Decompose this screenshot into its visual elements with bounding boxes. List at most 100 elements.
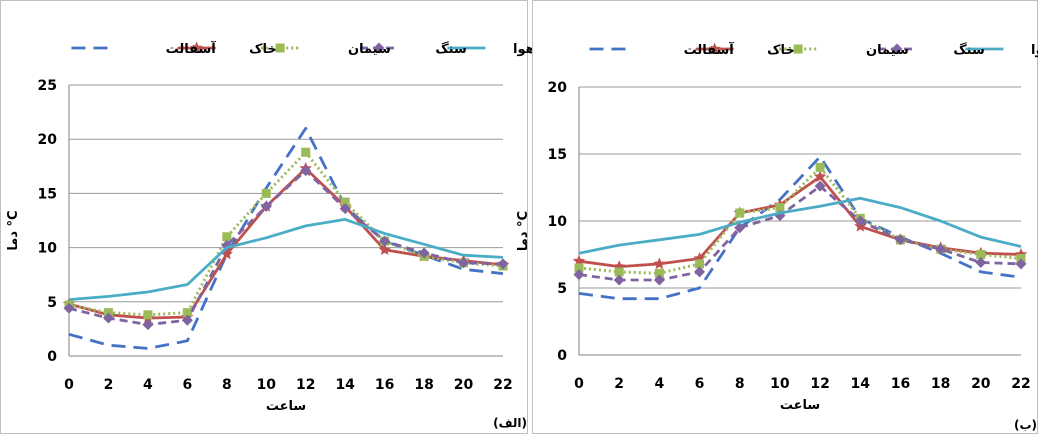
chart-b-legend-1-marker-0 — [708, 42, 721, 55]
chart-b-x-tick-label-11: 22 — [1011, 376, 1030, 392]
chart-a-legend-label-0: آسفالت — [166, 40, 217, 57]
chart-a-y-tick-label-5: 25 — [38, 78, 57, 94]
chart-b-series-3-marker-6 — [814, 180, 826, 192]
chart-a-x-tick-label-9: 18 — [414, 377, 433, 393]
chart-b-y-tick-label-3: 15 — [548, 147, 567, 163]
chart-a-series-3-marker-10 — [458, 257, 470, 269]
chart-a-series-4-group — [68, 217, 504, 301]
chart-a-series-3-marker-1 — [102, 312, 114, 324]
chart-b-series-2-marker-5 — [775, 203, 785, 213]
chart-b-series-3-marker-0 — [573, 269, 585, 281]
chart-b-series-2-marker-4 — [735, 208, 745, 218]
chart-b-x-tick-label-5: 10 — [770, 376, 790, 392]
chart-a-y-tick-label-1: 5 — [47, 295, 57, 311]
chart-a-series-3-marker-7 — [339, 203, 351, 215]
chart-a-x-tick-label-1: 2 — [104, 377, 114, 393]
chart-a-legend-label-2: سیمان — [348, 42, 391, 57]
chart-b-series-2-marker-3 — [695, 259, 705, 269]
chart-a-series-1-marker-8 — [378, 243, 391, 255]
chart-b-series-3-marker-9 — [935, 243, 947, 255]
chart-a-series-1-group — [62, 162, 510, 324]
chart-a-y-axis-title: دما °C — [6, 210, 21, 250]
chart-panel-b: 0 5 10 15 20 0 2 4 6 8 10 12 14 16 18 20 22 دما °C ساعت (ب)… — [516, 0, 1038, 434]
chart-b-series-4-line — [578, 196, 1022, 255]
chart-b-legend-2-marker-0 — [793, 44, 803, 54]
chart-b-legend-3-marker-0 — [891, 43, 903, 55]
chart-b-y-tick-label-2: 10 — [548, 214, 568, 230]
chart-b-x-tick-label-10: 20 — [971, 376, 991, 392]
chart-b-series-2-line — [578, 165, 1022, 275]
chart-a-series-3-marker-0 — [63, 302, 75, 314]
chart-a-series-2-marker-3 — [182, 308, 192, 318]
chart-a-series-3-marker-11 — [497, 258, 509, 270]
chart-b-x-tick-label-7: 14 — [851, 376, 871, 392]
chart-b-series-3-marker-8 — [894, 234, 906, 246]
chart-b-legend-label-1: خاک — [767, 43, 795, 58]
chart-a-x-tick-label-3: 6 — [182, 377, 192, 393]
chart-b-series-1-line — [578, 175, 1022, 269]
chart-a-legend-2-marker-0 — [275, 43, 285, 53]
chart-a-series-2-marker-7 — [340, 197, 350, 207]
chart-b-x-tick-label-8: 16 — [891, 376, 910, 392]
chart-b-legend-label-2: سیمان — [866, 43, 909, 58]
chart-b-x-tick-label-6: 12 — [810, 376, 829, 392]
chart-b-series-3-marker-10 — [975, 257, 987, 269]
chart-b-series-3-marker-1 — [613, 274, 625, 286]
chart-a-x-axis-title: ساعت — [266, 399, 306, 414]
chart-a-y-tick-label-4: 20 — [38, 132, 58, 148]
chart-a-y-tick-label-2: 10 — [38, 241, 58, 257]
chart-b-x-tick-label-9: 18 — [931, 376, 950, 392]
chart-a-x-tick-label-11: 22 — [493, 377, 512, 393]
chart-b-series-3-marker-7 — [854, 215, 866, 227]
chart-b-legend: هوا سنگ سیمان خاک آسفالت — [589, 41, 1038, 58]
chart-b-legend-label-3: سنگ — [953, 42, 984, 58]
chart-b-y-tick-label-1: 5 — [557, 281, 567, 297]
chart-a-series-1-line — [68, 167, 504, 320]
chart-a-x-tick-label-10: 20 — [454, 377, 474, 393]
chart-b-series-3-marker-11 — [1015, 258, 1027, 270]
chart-a-series-3-marker-8 — [379, 235, 391, 247]
line-chart-a: 0 5 10 15 20 25 0 2 4 6 8 10 12 14 16 18 20 22 دما °C ساعت (… — [6, 40, 535, 430]
chart-a-series-2-line — [68, 150, 504, 317]
chart-b-legend-label-4: هوا — [1031, 43, 1038, 58]
chart-b-series-1-marker-6 — [813, 170, 827, 182]
chart-b-series-0-line — [578, 155, 1022, 301]
chart-a-series-3-marker-5 — [260, 200, 272, 212]
chart-a-x-tick-label-8: 16 — [375, 377, 394, 393]
line-chart-b: 0 5 10 15 20 0 2 4 6 8 10 12 14 16 18 20 22 دما °C ساعت (ب)… — [516, 41, 1038, 432]
chart-panel-a: 0 5 10 15 20 25 0 2 4 6 8 10 12 14 16 18 20 22 دما °C ساعت (… — [0, 0, 535, 434]
chart-a-legend-label-3: سنگ — [435, 41, 466, 57]
chart-b-series-3-marker-3 — [694, 266, 706, 278]
chart-a-series-3-marker-6 — [300, 165, 312, 177]
chart-a-legend: هوا سنگ سیمان خاک آسفالت — [71, 40, 535, 57]
chart-b-x-tick-label-1: 2 — [614, 376, 624, 392]
chart-a-x-tick-label-5: 10 — [257, 377, 277, 393]
chart-b-series-3-marker-4 — [734, 222, 746, 234]
chart-a-series-3-marker-2 — [142, 319, 154, 331]
chart-a-x-tick-label-4: 8 — [222, 377, 232, 393]
chart-a-y-tick-label-0: 0 — [47, 349, 57, 365]
chart-b-x-tick-label-0: 0 — [574, 376, 584, 392]
chart-b-series-2-marker-10 — [976, 250, 986, 259]
chart-a-panel-label: (الف) — [493, 416, 527, 430]
chart-a-x-tick-label-0: 0 — [64, 377, 74, 393]
chart-b-series-2-marker-1 — [614, 267, 624, 277]
chart-b-y-tick-label-0: 0 — [557, 348, 567, 364]
chart-a-x-tick-label-7: 14 — [335, 377, 355, 393]
chart-a-series-2-marker-6 — [301, 147, 311, 157]
chart-a-legend-1-marker-0 — [190, 41, 203, 54]
chart-a-series-3-line — [68, 169, 504, 327]
chart-a-series-1-marker-4 — [220, 247, 233, 260]
chart-b-y-axis-title: دما °C — [516, 211, 531, 251]
chart-a-legend-3-marker-0 — [373, 42, 385, 54]
chart-a-x-tick-label-2: 4 — [143, 377, 153, 393]
chart-a-series-3-group — [63, 165, 509, 331]
chart-b-series-2-marker-6 — [815, 162, 825, 172]
chart-b-x-tick-label-2: 4 — [654, 376, 664, 392]
chart-b-x-axis-title: ساعت — [780, 398, 820, 413]
chart-a-series-4-line — [68, 217, 504, 301]
chart-b-panel-label: (ب) — [1014, 418, 1037, 432]
chart-b-series-3-marker-2 — [653, 274, 665, 286]
chart-b-x-tick-label-4: 8 — [735, 376, 745, 392]
chart-a-series-2-marker-5 — [261, 188, 271, 198]
